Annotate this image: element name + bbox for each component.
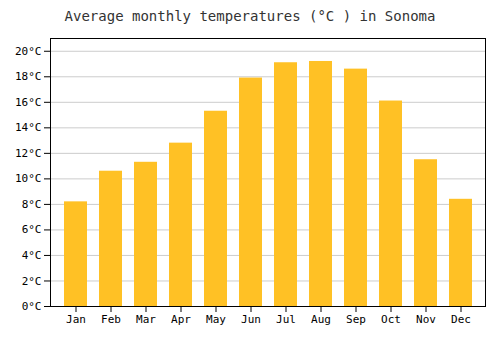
- svg-text:Aug: Aug: [311, 313, 331, 326]
- svg-text:14°C: 14°C: [15, 121, 42, 134]
- svg-text:18°C: 18°C: [15, 70, 42, 83]
- svg-text:Nov: Nov: [416, 313, 436, 326]
- html-text:Average monthly temperatures (: Average monthly temperatures (°C ) in So…: [64, 8, 436, 24]
- svg-text:Jul: Jul: [276, 313, 296, 326]
- svg-text:12°C: 12°C: [15, 147, 42, 160]
- svg-text:4°C: 4°C: [22, 249, 42, 262]
- svg-text:May: May: [206, 313, 226, 326]
- svg-text:16°C: 16°C: [15, 96, 42, 109]
- svg-text:2°C: 2°C: [22, 274, 42, 287]
- svg-text:6°C: 6°C: [22, 223, 42, 236]
- svg-text:Dec: Dec: [451, 313, 471, 326]
- svg-text:Apr: Apr: [171, 313, 191, 326]
- svg-text:Feb: Feb: [101, 313, 121, 326]
- svg-text:10°C: 10°C: [15, 172, 42, 185]
- svg-text:Jan: Jan: [66, 313, 86, 326]
- svg-text:Jun: Jun: [241, 313, 261, 326]
- svg-text:20°C: 20°C: [15, 45, 42, 58]
- svg-text:0°C: 0°C: [22, 300, 42, 313]
- svg-text:8°C: 8°C: [22, 198, 42, 211]
- svg-text:Oct: Oct: [381, 313, 401, 326]
- svg-text:Mar: Mar: [136, 313, 156, 326]
- svg-text:Sep: Sep: [346, 313, 366, 326]
